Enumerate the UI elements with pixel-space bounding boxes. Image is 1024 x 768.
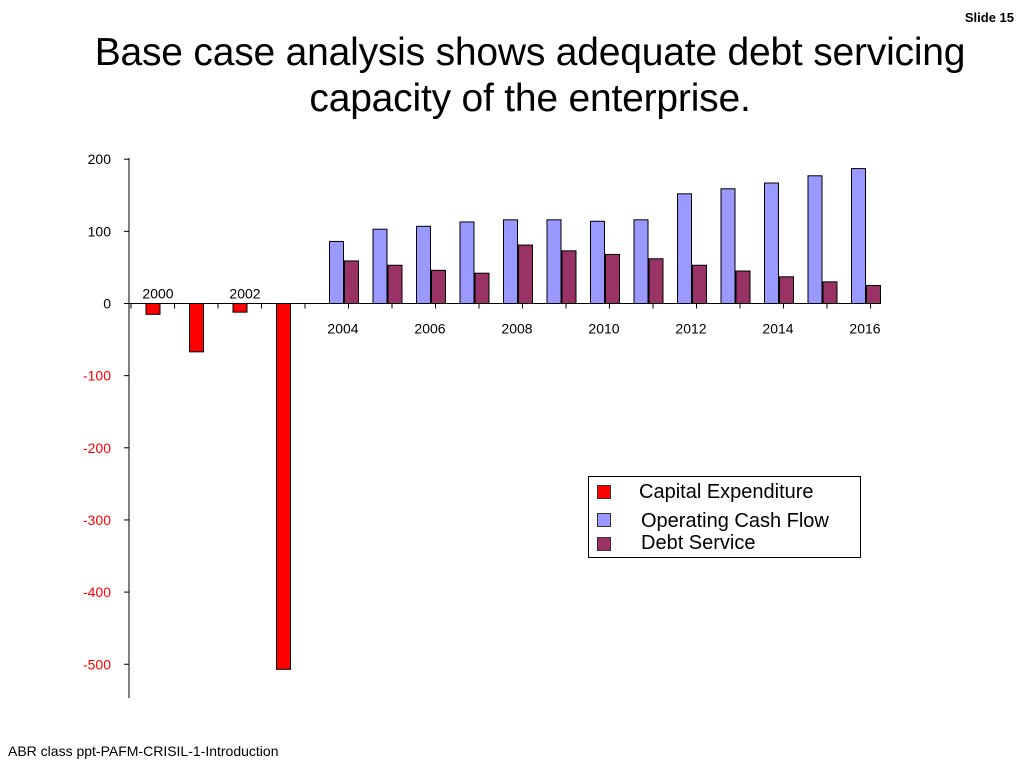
bar-capital-expenditure-2002 [232,303,248,313]
x-axis: 2000 2002 2004 2006 2008 2010 2012 2014 2016 [129,286,881,337]
legend-swatch-capital-expenditure [597,485,611,499]
x-tick-label: 2012 [675,321,706,337]
y-tick-label: -200 [83,440,111,456]
slide-title: Base case analysis shows adequate debt s… [94,31,966,120]
bar-debt-service-2007 [474,272,490,304]
bar-operating-cash-flow-2012 [677,193,692,304]
bar-debt-service-2011 [648,258,664,304]
bar-debt-service-2014 [779,276,794,305]
bar-debt-service-2008 [518,244,533,305]
bar-operating-cash-flow-2004 [329,240,344,305]
bar-operating-cash-flow-2014 [764,182,779,305]
bar-debt-service-2009 [561,250,577,305]
bar-operating-cash-flow-2015 [807,175,823,304]
y-tick-label: 200 [88,151,112,167]
chart-legend: Capital Expenditure Operating Cash Flow … [588,476,861,558]
bar-capital-expenditure-2003 [276,303,291,670]
x-tick-label: 2006 [414,321,445,337]
bar-operating-cash-flow-2008 [503,219,518,304]
bar-capital-expenditure-2000 [145,303,161,315]
bar-operating-cash-flow-2013 [720,188,736,304]
y-tick-label: -300 [83,512,111,528]
x-tick-label: 2008 [501,321,532,337]
y-tick-label: -400 [83,584,111,600]
x-tick-label: 2014 [762,321,793,337]
x-tick-label: 2002 [229,286,260,302]
bar-operating-cash-flow-2016 [851,168,866,304]
legend-swatch-debt-service [597,537,611,551]
bar-operating-cash-flow-2010 [590,220,605,304]
x-tick-label: 2016 [849,321,880,337]
bar-debt-service-2015 [822,281,838,305]
legend-label: Debt Service [641,532,756,554]
legend-label: Operating Cash Flow [641,510,829,532]
x-tick-label: 2010 [588,321,619,337]
bar-capital-expenditure-2001 [189,303,204,353]
footer-text: ABR class ppt-PAFM-CRISIL-1-Introduction [8,743,279,759]
y-axis: 200 100 0 -100 -200 -300 -400 -500 [83,151,130,698]
bar-debt-service-2005 [387,264,403,304]
bar-debt-service-2013 [735,270,751,304]
y-tick-label: -500 [83,656,111,672]
y-tick-label: 100 [88,223,112,239]
y-tick-label: -100 [83,368,111,384]
x-tick-label: 2000 [142,286,173,302]
bar-operating-cash-flow-2005 [372,228,388,304]
legend-swatch-operating-cash-flow [597,513,611,527]
bar-debt-service-2010 [605,253,620,305]
bar-operating-cash-flow-2009 [546,219,562,304]
bar-operating-cash-flow-2006 [416,225,431,304]
bar-debt-service-2016 [866,284,881,304]
slide-number: Slide 15 [964,10,1014,25]
legend-label: Capital Expenditure [639,481,814,503]
bar-debt-service-2012 [692,264,707,304]
x-tick-label: 2004 [327,321,358,337]
bar-operating-cash-flow-2007 [459,221,475,305]
bar-debt-service-2006 [431,269,446,305]
bar-operating-cash-flow-2011 [633,219,649,304]
bars [145,168,881,670]
bar-debt-service-2004 [344,260,359,304]
y-tick-label: 0 [103,296,111,312]
